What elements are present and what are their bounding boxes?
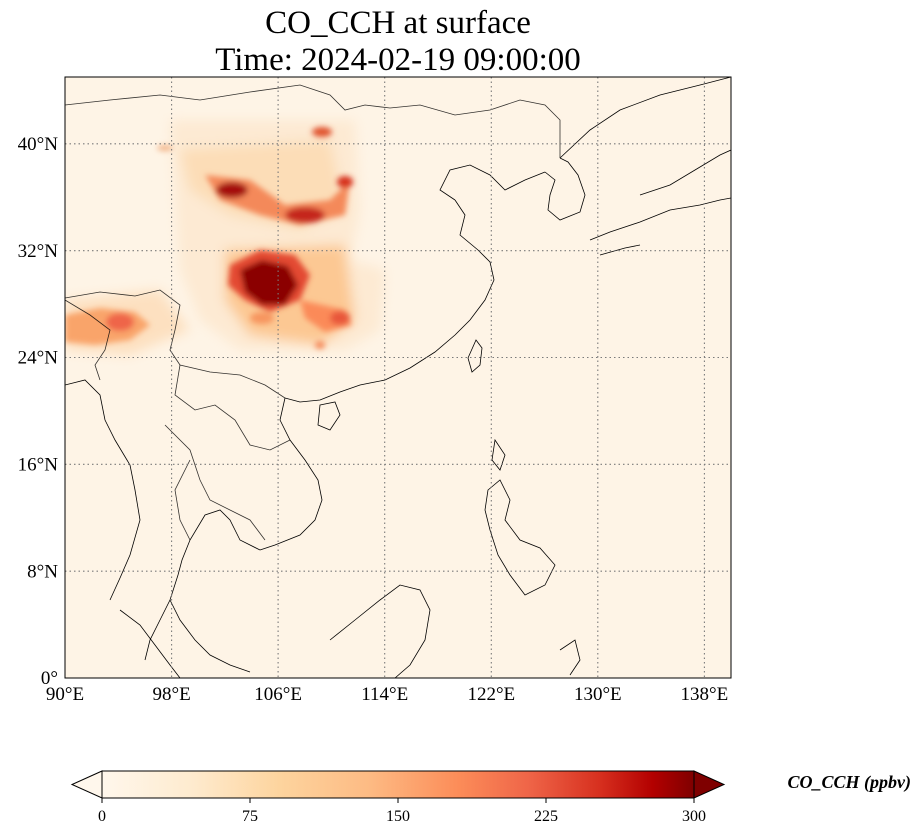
lon-tick-label: 90°E [46, 684, 84, 705]
map-title-line-2: Time: 2024-02-19 09:00:00 [215, 42, 581, 78]
colorbar-gradient [102, 771, 694, 798]
colorbar-tick-label: 150 [386, 808, 410, 825]
colorbar-tick-label: 300 [682, 808, 706, 825]
longitude-axis: 90°E 98°E 106°E 114°E 122°E 130°E 138°E [46, 684, 728, 705]
lat-tick-label: 0° [41, 668, 58, 689]
lon-tick-label: 122°E [467, 684, 515, 705]
map-title-line-1: CO_CCH at surface [265, 5, 531, 41]
map-gridlines [65, 77, 731, 678]
lat-tick-label: 8°N [27, 562, 58, 583]
lat-tick-label: 32°N [18, 241, 59, 262]
lat-tick-label: 16°N [18, 455, 59, 476]
lat-tick-label: 24°N [18, 348, 59, 369]
colorbar-title: CO_CCH (ppbv) [788, 772, 912, 793]
map-frame [64, 76, 732, 679]
lon-tick-label: 114°E [361, 684, 408, 705]
colorbar-tick-label: 0 [98, 808, 106, 825]
colorbar-tick-label: 225 [534, 808, 558, 825]
lon-tick-label: 138°E [681, 684, 729, 705]
concentration-field [65, 77, 731, 678]
lon-tick-label: 130°E [574, 684, 622, 705]
colorbar-tick-label: 75 [242, 808, 258, 825]
colorbar: 0 75 150 225 300 CO_CCH (ppbv) [70, 770, 912, 825]
colorbar-extend-max [693, 770, 726, 799]
colorbar-extend-min [70, 770, 103, 799]
concentration-plume-layer [65, 120, 385, 355]
coastlines-and-borders [65, 77, 731, 678]
latitude-axis: 0° 8°N 16°N 24°N 32°N 40°N [18, 134, 59, 689]
lon-tick-label: 106°E [254, 684, 302, 705]
lat-tick-label: 40°N [18, 134, 59, 155]
lon-tick-label: 98°E [152, 684, 190, 705]
